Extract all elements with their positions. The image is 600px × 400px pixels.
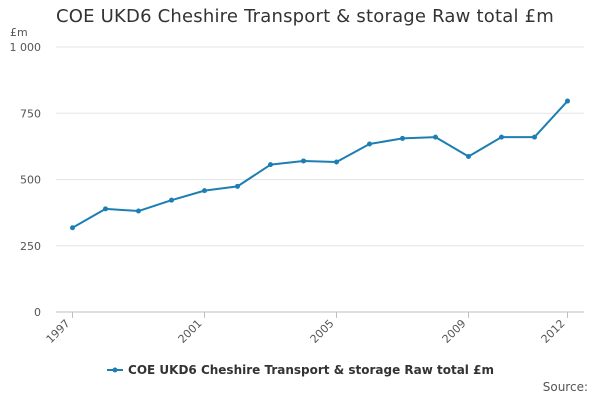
data-point — [433, 134, 438, 140]
data-point — [136, 208, 141, 214]
data-point — [169, 197, 174, 203]
source-label: Source: — [542, 380, 588, 394]
x-tick-label: 2009 — [440, 317, 469, 346]
legend-label: COE UKD6 Cheshire Transport & storage Ra… — [128, 363, 494, 377]
y-tick-label: 500 — [20, 174, 41, 187]
data-point — [334, 159, 339, 165]
legend[interactable]: COE UKD6 Cheshire Transport & storage Ra… — [0, 363, 600, 377]
data-point — [466, 153, 471, 159]
y-tick-label: 1 000 — [10, 41, 42, 54]
data-point — [202, 188, 207, 194]
data-point — [103, 206, 108, 212]
x-tick-label: 2012 — [539, 317, 568, 346]
data-point — [400, 135, 405, 141]
data-point — [268, 162, 273, 168]
chart-title: COE UKD6 Cheshire Transport & storage Ra… — [56, 6, 554, 27]
y-tick-label: 250 — [20, 240, 41, 253]
data-point — [70, 225, 75, 231]
data-point — [235, 183, 240, 189]
data-point — [565, 98, 570, 104]
x-tick-label: 2001 — [176, 317, 205, 346]
y-tick-label: 0 — [34, 306, 41, 319]
x-tick-label: 1997 — [44, 317, 73, 346]
y-axis-label: £m — [10, 26, 28, 39]
data-point — [367, 141, 372, 147]
data-point — [499, 134, 504, 140]
y-tick-label: 750 — [20, 107, 41, 120]
series-line — [71, 100, 569, 229]
legend-swatch — [107, 367, 124, 373]
data-point — [301, 158, 306, 164]
data-point — [532, 134, 537, 140]
x-tick-label: 2005 — [308, 317, 337, 346]
